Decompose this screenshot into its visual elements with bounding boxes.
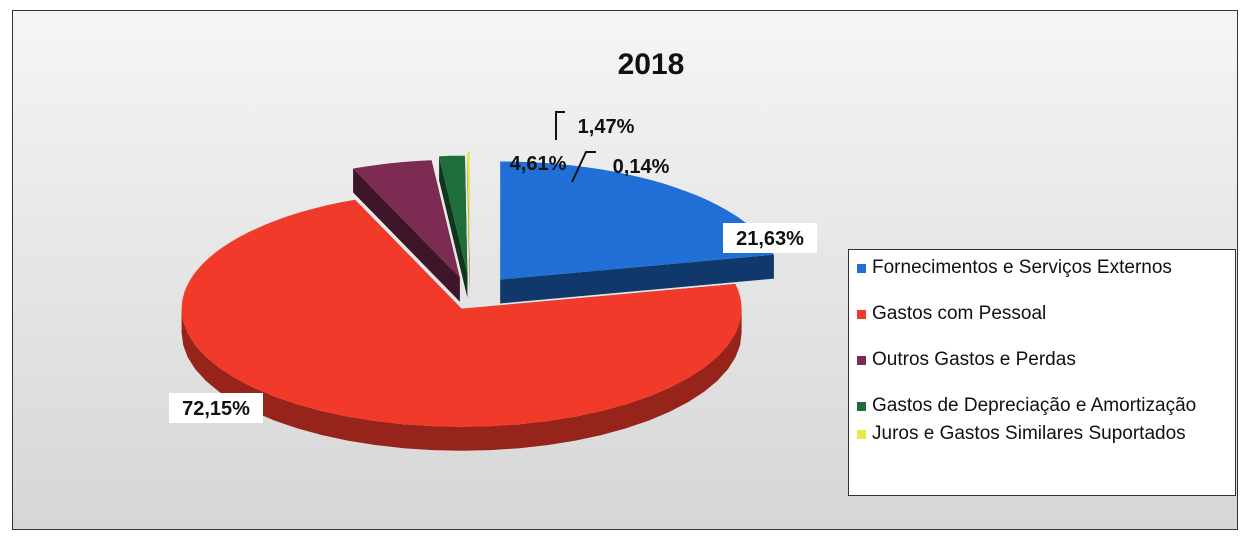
leader-line-juros	[571, 151, 596, 183]
chart-legend: Fornecimentos e Serviços Externos Gastos …	[848, 249, 1236, 496]
slice-cut-juros-0	[467, 151, 470, 294]
legend-swatch-juros	[857, 430, 866, 439]
data-label-depreciacao: 1,47%	[578, 116, 635, 138]
legend-swatch-outros-gastos	[857, 356, 866, 365]
slice-gastos-pessoal	[181, 199, 742, 427]
data-label-text-depreciacao: 1,47%	[578, 116, 635, 138]
slice-side-fornecimentos	[500, 254, 774, 304]
data-label-text-juros: 0,14%	[613, 156, 670, 178]
slice-fornecimentos	[500, 161, 774, 280]
legend-swatch-gastos-pessoal	[857, 310, 866, 319]
chart-title: 2018	[618, 48, 685, 81]
slice-cut-fornecimentos-1	[500, 254, 774, 304]
slice-outros-gastos	[353, 160, 460, 278]
slice-side-juros	[467, 151, 470, 294]
data-label-fornecimentos: 21,63%	[723, 223, 817, 253]
legend-label-gastos-pessoal: Gastos com Pessoal	[872, 303, 1047, 324]
slice-cut-depreciacao-0	[439, 156, 468, 298]
legend-item-fornecimentos: Fornecimentos e Serviços Externos	[857, 257, 1227, 279]
legend-item-depreciacao: Gastos de Depreciação e Amortização	[857, 395, 1227, 417]
slice-juros	[467, 151, 470, 270]
legend-label-depreciacao: Gastos de Depreciação e Amortização	[872, 395, 1197, 416]
data-label-bg-fornecimentos	[723, 223, 817, 253]
data-label-bg-gastos-pessoal	[169, 393, 263, 423]
legend-item-outros-gastos: Outros Gastos e Perdas	[857, 349, 1227, 371]
legend-swatch-fornecimentos	[857, 264, 866, 273]
data-label-text-gastos-pessoal: 72,15%	[182, 398, 250, 420]
legend-item-gastos-pessoal: Gastos com Pessoal	[857, 303, 1227, 325]
legend-label-fornecimentos: Fornecimentos e Serviços Externos	[872, 257, 1172, 278]
leader-line-depreciacao	[555, 111, 565, 140]
data-label-text-fornecimentos: 21,63%	[736, 228, 804, 250]
slice-cut-outros-gastos-0	[353, 168, 460, 302]
legend-label-outros-gastos: Outros Gastos e Perdas	[872, 349, 1076, 370]
legend-label-juros: Juros e Gastos Similares Suportados	[872, 423, 1186, 444]
data-label-text-outros-gastos: 4,61%	[510, 153, 567, 175]
legend-swatch-depreciacao	[857, 402, 866, 411]
slice-wall-gastos-pessoal	[181, 308, 742, 451]
data-label-juros: 0,14%	[613, 156, 670, 178]
slice-depreciacao	[439, 155, 468, 274]
legend-item-juros: Juros e Gastos Similares Suportados	[857, 423, 1227, 445]
data-label-outros-gastos: 4,61%	[510, 153, 567, 175]
data-label-gastos-pessoal: 72,15%	[169, 393, 263, 423]
